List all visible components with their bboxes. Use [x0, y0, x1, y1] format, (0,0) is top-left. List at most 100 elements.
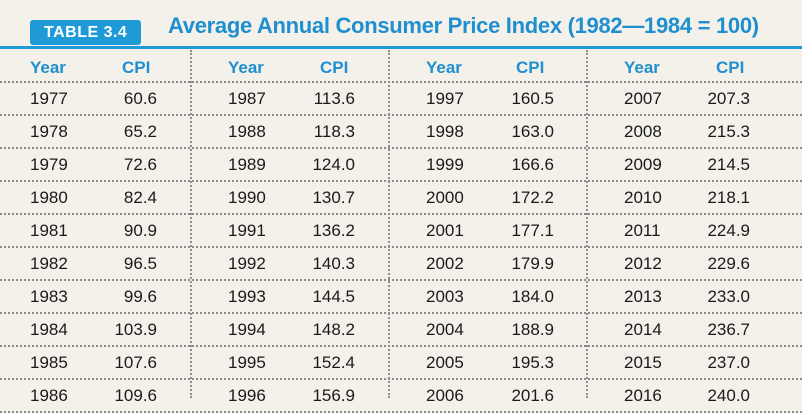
year-cell: 2012	[624, 254, 662, 273]
column-header-cpi: CPI	[320, 58, 349, 77]
cpi-cell: 82.4	[123, 188, 157, 207]
cpi-cell: 113.6	[313, 89, 355, 108]
year-cell: 1991	[228, 221, 266, 240]
cpi-cell: 229.6	[707, 254, 750, 273]
table-row: 1984 103.9 1994 148.2 2004 188.9 2014 236.7	[0, 312, 802, 345]
cpi-cell: 166.6	[511, 155, 554, 174]
year-cell: 2003	[426, 287, 464, 306]
year-cell: 2011	[624, 221, 661, 240]
cpi-cell: 136.2	[312, 221, 355, 240]
table-row: 1978 65.2 1988 118.3 1998 163.0 2008 215.3	[0, 114, 802, 147]
year-cell: 1982	[30, 254, 68, 273]
table-row: 1980 82.4 1990 130.7 2000 172.2 2010 218.1	[0, 180, 802, 213]
table-row: 1981 90.9 1991 136.2 2001 177.1 2011 224.9	[0, 213, 802, 246]
table-row: 1983 99.6 1993 144.5 2003 184.0 2013 233.0	[0, 279, 802, 312]
cpi-cell: 99.6	[123, 287, 157, 306]
table-row: 1979 72.6 1989 124.0 1999 166.6 2009 214.5	[0, 147, 802, 180]
cpi-table: Year CPI Year CPI Year CPI Year CPI 1977 60.6 198…	[0, 46, 802, 413]
year-cell: 2016	[624, 386, 662, 405]
cpi-cell: 103.9	[114, 320, 157, 339]
year-cell: 1987	[228, 89, 266, 108]
cpi-cell: 214.5	[707, 155, 750, 174]
cpi-cell: 72.6	[123, 155, 157, 174]
year-cell: 2004	[426, 320, 464, 339]
cpi-cell: 184.0	[511, 287, 554, 306]
column-header-cpi: CPI	[516, 58, 545, 77]
cpi-cell: 148.2	[312, 320, 355, 339]
table-header: TABLE 3.4 Average Annual Consumer Price …	[22, 12, 802, 48]
year-cell: 1994	[228, 320, 266, 339]
year-cell: 2008	[624, 122, 662, 141]
year-cell: 1985	[30, 353, 68, 372]
year-cell: 2006	[426, 386, 464, 405]
year-cell: 1984	[30, 320, 68, 339]
column-header-cpi: CPI	[122, 58, 151, 77]
cpi-cell: 144.5	[312, 287, 355, 306]
column-headers: Year CPI Year CPI Year CPI Year CPI	[0, 54, 802, 82]
cpi-cell: 96.5	[123, 254, 157, 273]
cpi-cell: 130.7	[312, 188, 355, 207]
column-divider	[190, 50, 192, 398]
cpi-cell: 124.0	[312, 155, 355, 174]
cpi-cell: 160.5	[511, 89, 554, 108]
cpi-cell: 65.2	[123, 122, 157, 141]
year-cell: 2002	[426, 254, 464, 273]
cpi-cell: 179.9	[511, 254, 554, 273]
year-cell: 1996	[228, 386, 266, 405]
cpi-cell: 224.9	[707, 221, 750, 240]
year-cell: 2015	[624, 353, 662, 372]
year-cell: 1997	[426, 89, 464, 108]
cpi-cell: 156.9	[312, 386, 355, 405]
cpi-cell: 240.0	[707, 386, 750, 405]
year-cell: 1980	[30, 188, 68, 207]
cpi-cell: 195.3	[511, 353, 554, 372]
table-label-badge: TABLE 3.4	[30, 20, 142, 45]
column-divider	[388, 50, 390, 398]
cpi-cell: 177.1	[511, 221, 554, 240]
table-title: Average Annual Consumer Price Index (198…	[168, 13, 759, 38]
cpi-cell: 233.0	[707, 287, 750, 306]
table-body: 1977 60.6 1987 113.6 1997 160.5 2007 207.3 1978 6…	[0, 81, 802, 413]
table-row: 1985 107.6 1995 152.4 2005 195.3 2015 237.0	[0, 345, 802, 378]
cpi-cell: 218.1	[707, 188, 750, 207]
year-cell: 1977	[30, 89, 68, 108]
year-cell: 2009	[624, 155, 662, 174]
year-cell: 1992	[228, 254, 266, 273]
year-cell: 2010	[624, 188, 662, 207]
year-cell: 1988	[228, 122, 266, 141]
column-header-year: Year	[624, 58, 660, 77]
year-cell: 1998	[426, 122, 464, 141]
column-header-year: Year	[30, 58, 66, 77]
year-cell: 2001	[426, 221, 464, 240]
table-row: 1982 96.5 1992 140.3 2002 179.9 2012 229.6	[0, 246, 802, 279]
cpi-cell: 152.4	[312, 353, 355, 372]
year-cell: 1989	[228, 155, 266, 174]
cpi-cell: 207.3	[707, 89, 750, 108]
year-cell: 2013	[624, 287, 662, 306]
column-header-year: Year	[228, 58, 264, 77]
column-header-cpi: CPI	[716, 58, 745, 77]
year-cell: 1979	[30, 155, 68, 174]
year-cell: 1995	[228, 353, 266, 372]
year-cell: 1981	[30, 221, 68, 240]
table-row: 1977 60.6 1987 113.6 1997 160.5 2007 207.3	[0, 81, 802, 114]
cpi-cell: 236.7	[707, 320, 750, 339]
year-cell: 1999	[426, 155, 464, 174]
table-row: 1986 109.6 1996 156.9 2006 201.6 2016 240.0	[0, 378, 802, 413]
cpi-cell: 60.6	[123, 89, 157, 108]
cpi-cell: 107.6	[114, 353, 157, 372]
cpi-cell: 163.0	[511, 122, 554, 141]
year-cell: 2000	[426, 188, 464, 207]
year-cell: 1978	[30, 122, 68, 141]
year-cell: 1990	[228, 188, 266, 207]
year-cell: 2014	[624, 320, 662, 339]
cpi-cell: 215.3	[707, 122, 750, 141]
cpi-cell: 172.2	[511, 188, 554, 207]
year-cell: 2007	[624, 89, 662, 108]
column-header-year: Year	[426, 58, 462, 77]
year-cell: 1993	[228, 287, 266, 306]
year-cell: 2005	[426, 353, 464, 372]
year-cell: 1983	[30, 287, 68, 306]
cpi-cell: 118.3	[313, 122, 355, 141]
